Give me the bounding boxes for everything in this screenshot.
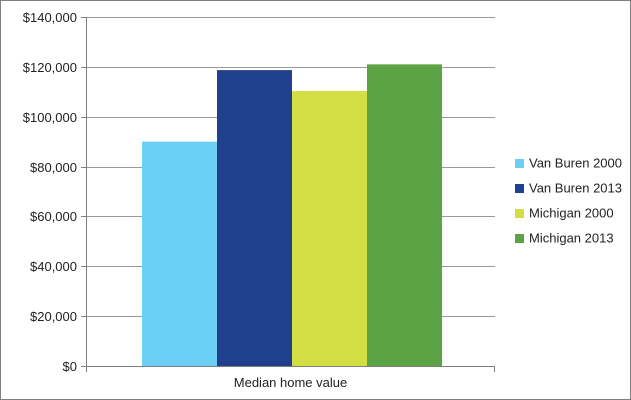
axes — [81, 17, 495, 372]
y-tick-label: $100,000 — [23, 110, 77, 125]
x-category-label: Median home value — [234, 375, 347, 390]
bar-van-buren-2013 — [217, 70, 292, 367]
y-axis-tick-labels: $0 $20,000 $40,000 $60,000 $80,000 $100,000 $1… — [23, 10, 77, 374]
legend-label: Michigan 2000 — [529, 206, 614, 221]
y-tick-label: $140,000 — [23, 10, 77, 25]
bar-michigan-2013 — [367, 64, 442, 366]
legend-label: Michigan 2013 — [529, 231, 614, 246]
bars — [142, 64, 442, 367]
legend-swatch — [515, 159, 524, 168]
y-tick-label: $60,000 — [30, 209, 77, 224]
legend-label: Van Buren 2013 — [529, 181, 622, 196]
y-tick-label: $0 — [63, 359, 77, 374]
y-tick-label: $80,000 — [30, 160, 77, 175]
legend-swatch — [515, 184, 524, 193]
legend: Van Buren 2000 Van Buren 2013 Michigan 200… — [515, 156, 622, 246]
y-tick-label: $120,000 — [23, 60, 77, 75]
legend-swatch — [515, 234, 524, 243]
y-tick-label: $20,000 — [30, 309, 77, 324]
bar-michigan-2000 — [292, 91, 367, 367]
legend-label: Van Buren 2000 — [529, 156, 622, 171]
bar-van-buren-2000 — [142, 141, 217, 366]
y-tick-label: $40,000 — [30, 259, 77, 274]
legend-swatch — [515, 209, 524, 218]
